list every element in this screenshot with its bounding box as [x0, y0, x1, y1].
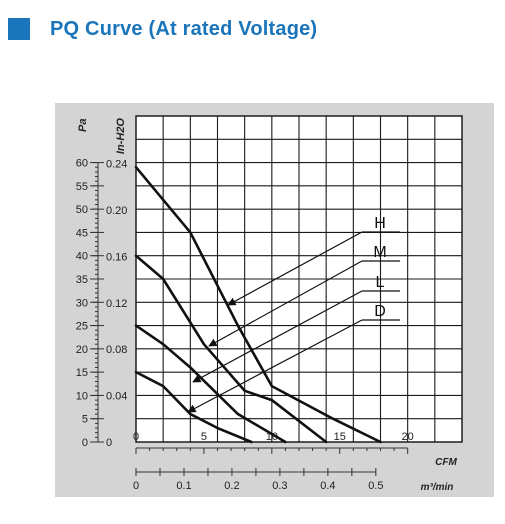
pa-tick-label: 60	[76, 158, 88, 170]
legend-label-m: M	[373, 244, 386, 261]
m3min-tick-label: 0.3	[272, 480, 287, 492]
cfm-tick-label: 0	[133, 431, 139, 443]
inh2o-axis-title: In-H2O	[115, 118, 127, 155]
pa-tick-label: 55	[76, 181, 88, 193]
page-title: PQ Curve (At rated Voltage)	[50, 17, 318, 40]
series-line-d	[134, 370, 253, 444]
legend-arrow	[227, 231, 363, 306]
header-accent-square	[8, 18, 30, 40]
cfm-tick-label: 20	[402, 431, 414, 443]
series-line-m	[134, 254, 328, 444]
legend-arrow	[192, 290, 363, 383]
legend-label-l: L	[376, 274, 385, 291]
cfm-axis-title: CFM	[435, 457, 457, 468]
pa-tick-label: 45	[76, 227, 88, 239]
series-line-h	[134, 165, 382, 444]
cfm-tick-label: 10	[266, 431, 278, 443]
pa-tick-label: 30	[76, 297, 88, 309]
cfm-tick-label: 5	[201, 431, 207, 443]
legend-arrow	[187, 319, 363, 413]
inh2o-tick-label: 0.20	[106, 205, 127, 217]
pa-tick-label: 25	[76, 321, 88, 333]
inh2o-tick-label: 0	[106, 437, 112, 449]
header: PQ Curve (At rated Voltage)	[8, 14, 317, 44]
legend-label-d: D	[374, 303, 386, 320]
pa-tick-label: 20	[76, 344, 88, 356]
pa-tick-label: 0	[82, 437, 88, 449]
legend-label-h: H	[374, 215, 386, 232]
legend-arrow	[208, 260, 363, 347]
inh2o-tick-label: 0.24	[106, 159, 127, 171]
series-line-l	[134, 324, 287, 444]
inh2o-tick-label: 0.04	[106, 391, 127, 403]
m3min-axis-title: m³/min	[421, 482, 454, 493]
m3min-tick-label: 0.1	[176, 480, 191, 492]
pa-tick-label: 5	[82, 414, 88, 426]
inh2o-tick-label: 0.08	[106, 344, 127, 356]
plot-border	[135, 115, 463, 443]
m3min-tick-label: 0.2	[224, 480, 239, 492]
inh2o-tick-label: 0.16	[106, 251, 127, 263]
inh2o-tick-label: 0.12	[106, 298, 127, 310]
pa-tick-label: 40	[76, 251, 88, 263]
m3min-tick-label: 0.4	[320, 480, 335, 492]
pa-tick-label: 15	[76, 367, 88, 379]
pa-tick-label: 35	[76, 274, 88, 286]
cfm-tick-label: 15	[334, 431, 346, 443]
m3min-tick-label: 0.5	[368, 480, 383, 492]
m3min-tick-label: 0	[133, 480, 139, 492]
pa-axis-title: Pa	[77, 119, 89, 132]
pa-tick-label: 10	[76, 390, 88, 402]
pa-tick-label: 50	[76, 204, 88, 216]
